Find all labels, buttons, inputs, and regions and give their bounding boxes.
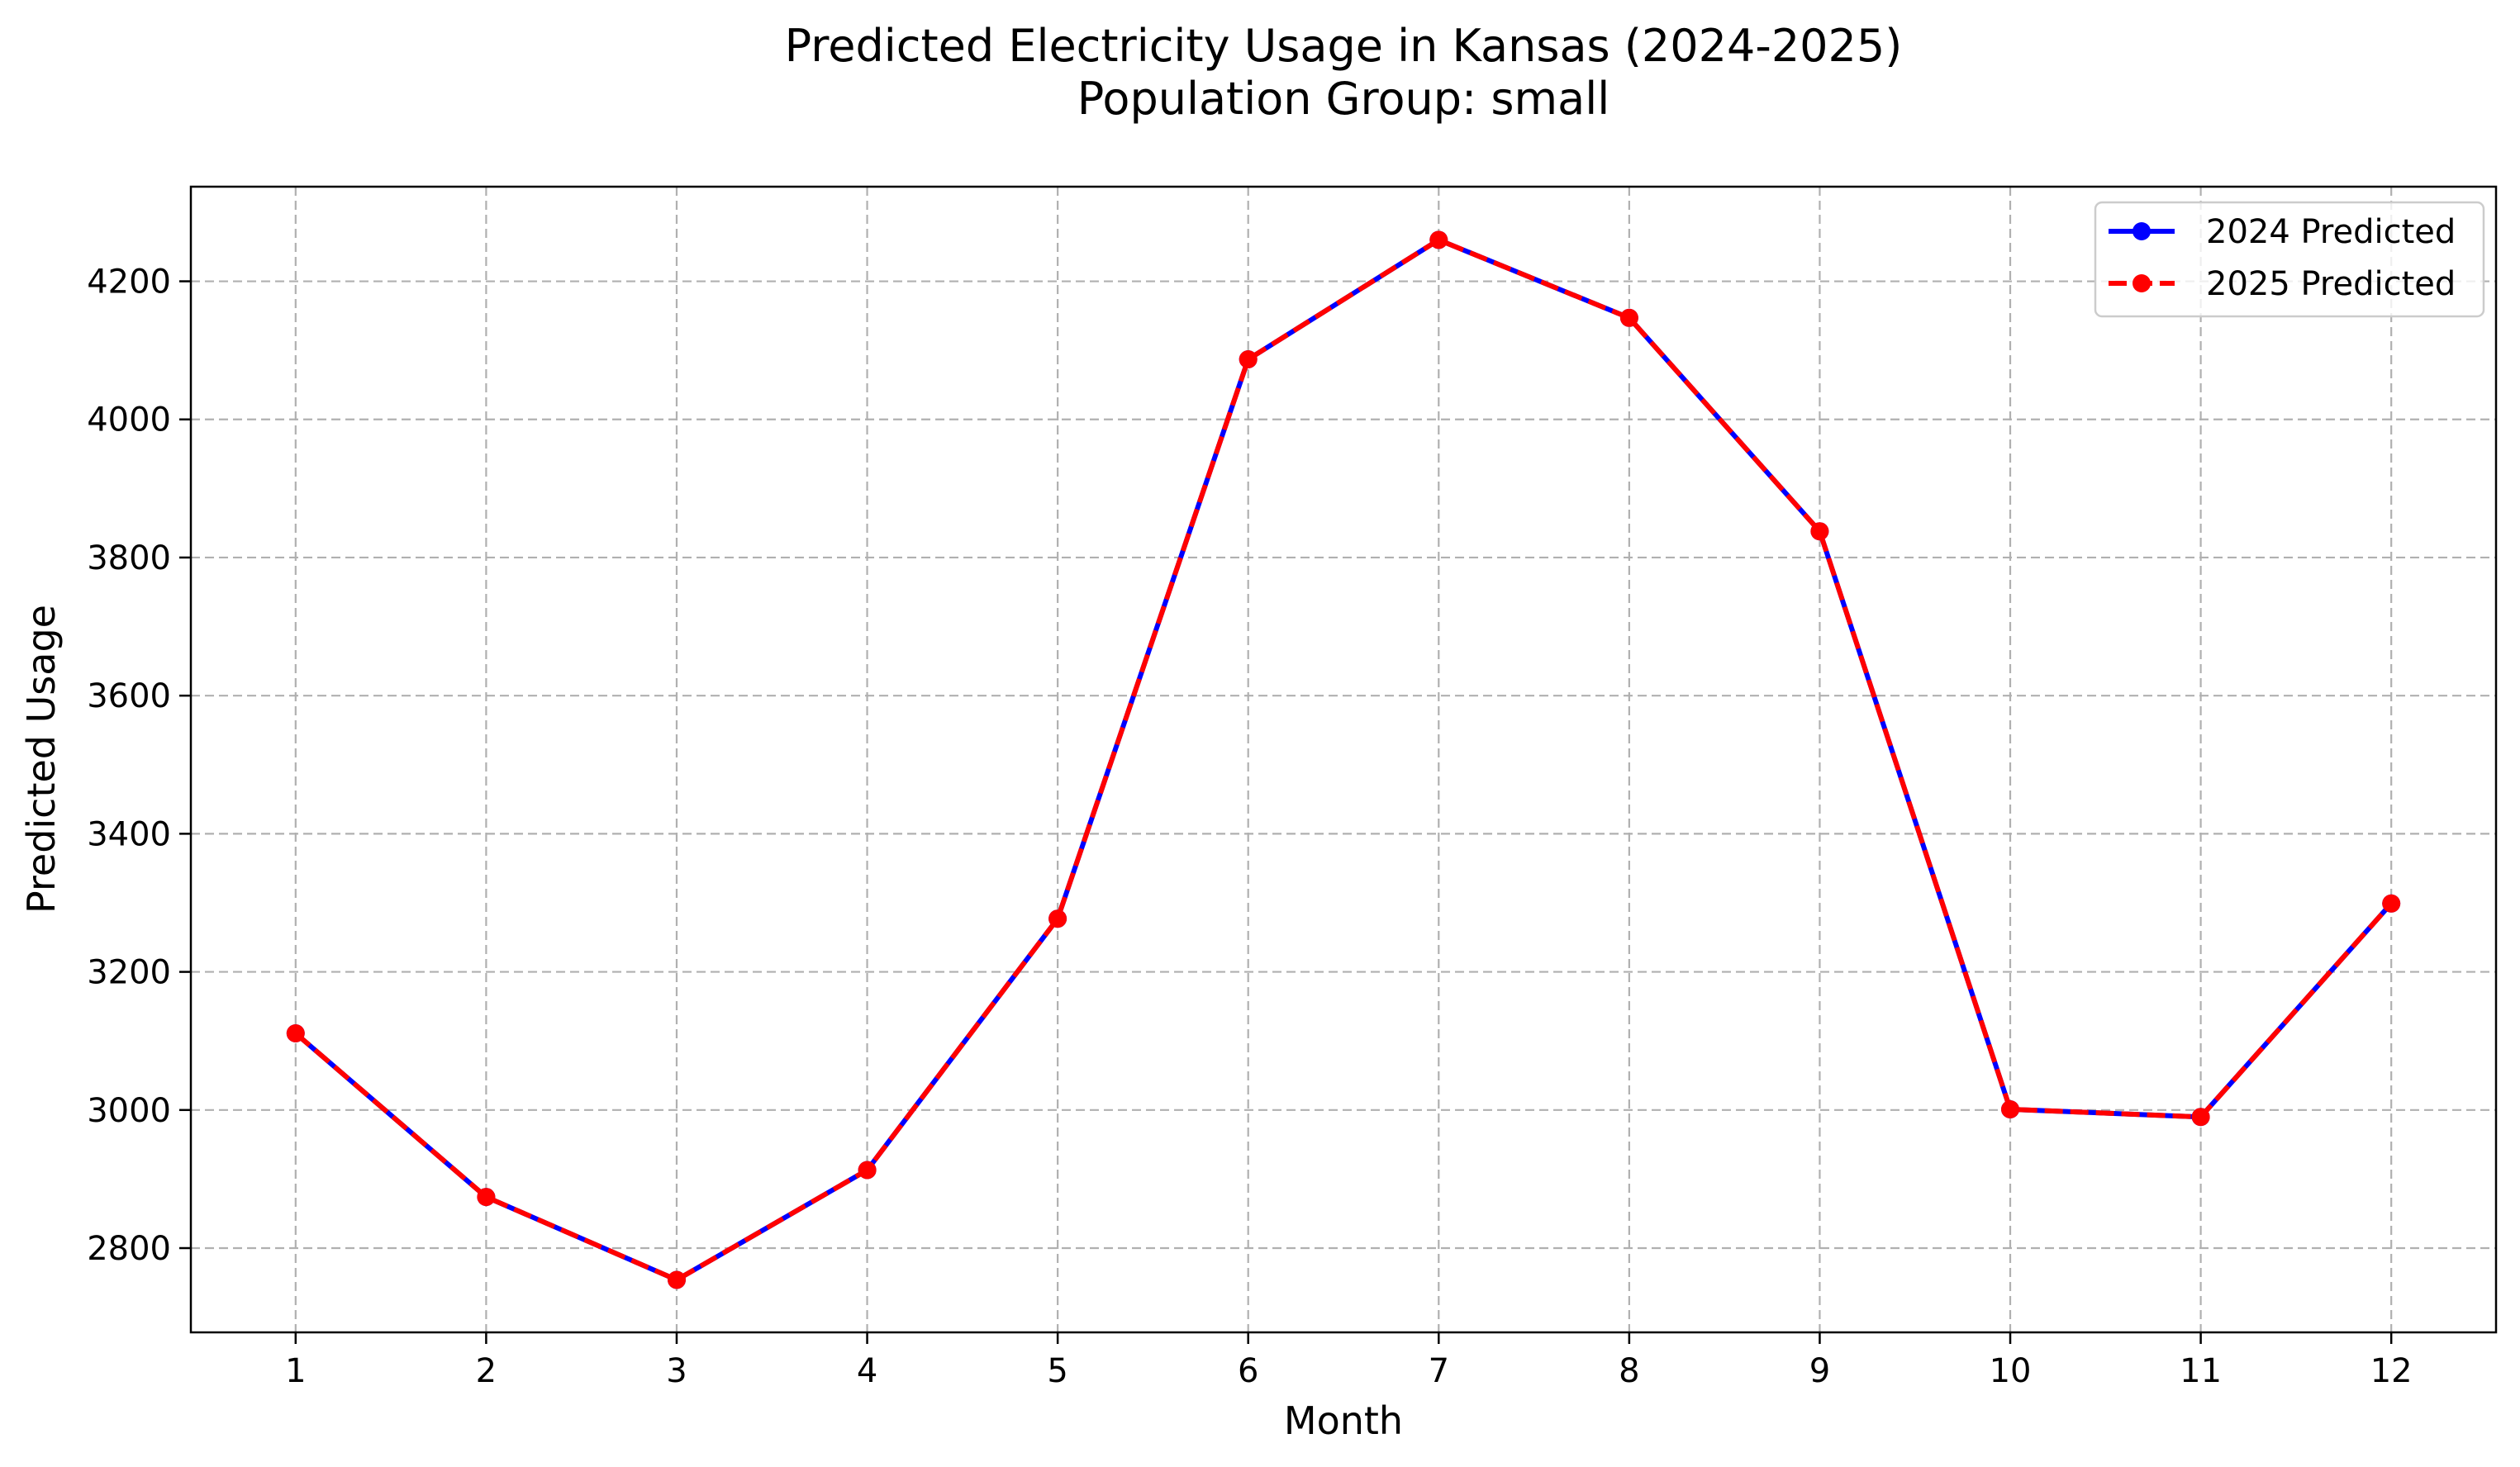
x-tick-label: 10: [1990, 1352, 2032, 1390]
y-tick-label: 3200: [87, 954, 171, 992]
x-tick-label: 3: [666, 1352, 687, 1390]
series-line-1: [293, 237, 2394, 1283]
data-point: [1048, 909, 1067, 928]
data-point: [2382, 894, 2401, 913]
y-tick-label: 3600: [87, 677, 171, 715]
x-tick-label: 7: [1429, 1352, 1449, 1390]
x-tick-label: 9: [1809, 1352, 1830, 1390]
grid-lines: [191, 187, 2496, 1332]
axis-ticks: 1 2 3 4 5 6 7 8 9 10 11 122800300032003400360038004…: [87, 263, 2412, 1390]
x-tick-label: 11: [2180, 1352, 2222, 1390]
legend: 2024 Predicted 2025 Predicted: [2094, 201, 2485, 318]
chart-title: Predicted Electricity Usage in Kansas (2…: [785, 20, 1903, 72]
y-axis-label: Predicted Usage: [19, 605, 64, 914]
y-tick-label: 2800: [87, 1230, 171, 1268]
data-point: [477, 1188, 496, 1207]
legend-marker-2024: [2132, 222, 2151, 240]
legend-marker-2025: [2132, 274, 2151, 292]
x-tick-label: 2: [476, 1352, 497, 1390]
data-point: [668, 1270, 686, 1289]
x-tick-label: 8: [1619, 1352, 1639, 1390]
data-point: [286, 1024, 305, 1042]
x-tick-label: 6: [1238, 1352, 1258, 1390]
y-tick-label: 4000: [87, 401, 171, 439]
x-tick-label: 12: [2370, 1352, 2413, 1390]
legend-entry-2025: 2025 Predicted: [2109, 265, 2456, 303]
data-point: [858, 1161, 877, 1180]
legend-label-2025: 2025 Predicted: [2206, 265, 2456, 303]
x-tick-label: 5: [1047, 1352, 1067, 1390]
data-point: [1810, 522, 1829, 541]
plot-frame: [189, 185, 2498, 1334]
x-axis-label: Month: [1284, 1398, 1403, 1443]
data-point: [2001, 1100, 2019, 1118]
x-tick-label: 1: [285, 1352, 306, 1390]
data-point: [2191, 1108, 2210, 1127]
y-tick-label: 3800: [87, 539, 171, 577]
x-tick-label: 4: [857, 1352, 877, 1390]
data-point: [1619, 308, 1638, 327]
data-point: [1429, 230, 1448, 249]
plot-area-background: [191, 187, 2496, 1332]
series-lines: [286, 230, 2401, 1289]
chart-subtitle: Population Group: small: [1077, 73, 1609, 125]
data-point: [1239, 350, 1258, 368]
y-tick-label: 4200: [87, 263, 171, 301]
y-tick-label: 3400: [87, 815, 171, 853]
legend-box: [2094, 201, 2485, 318]
legend-entry-2024: 2024 Predicted: [2109, 213, 2456, 251]
y-tick-label: 3000: [87, 1092, 171, 1130]
legend-label-2024: 2024 Predicted: [2206, 213, 2456, 251]
